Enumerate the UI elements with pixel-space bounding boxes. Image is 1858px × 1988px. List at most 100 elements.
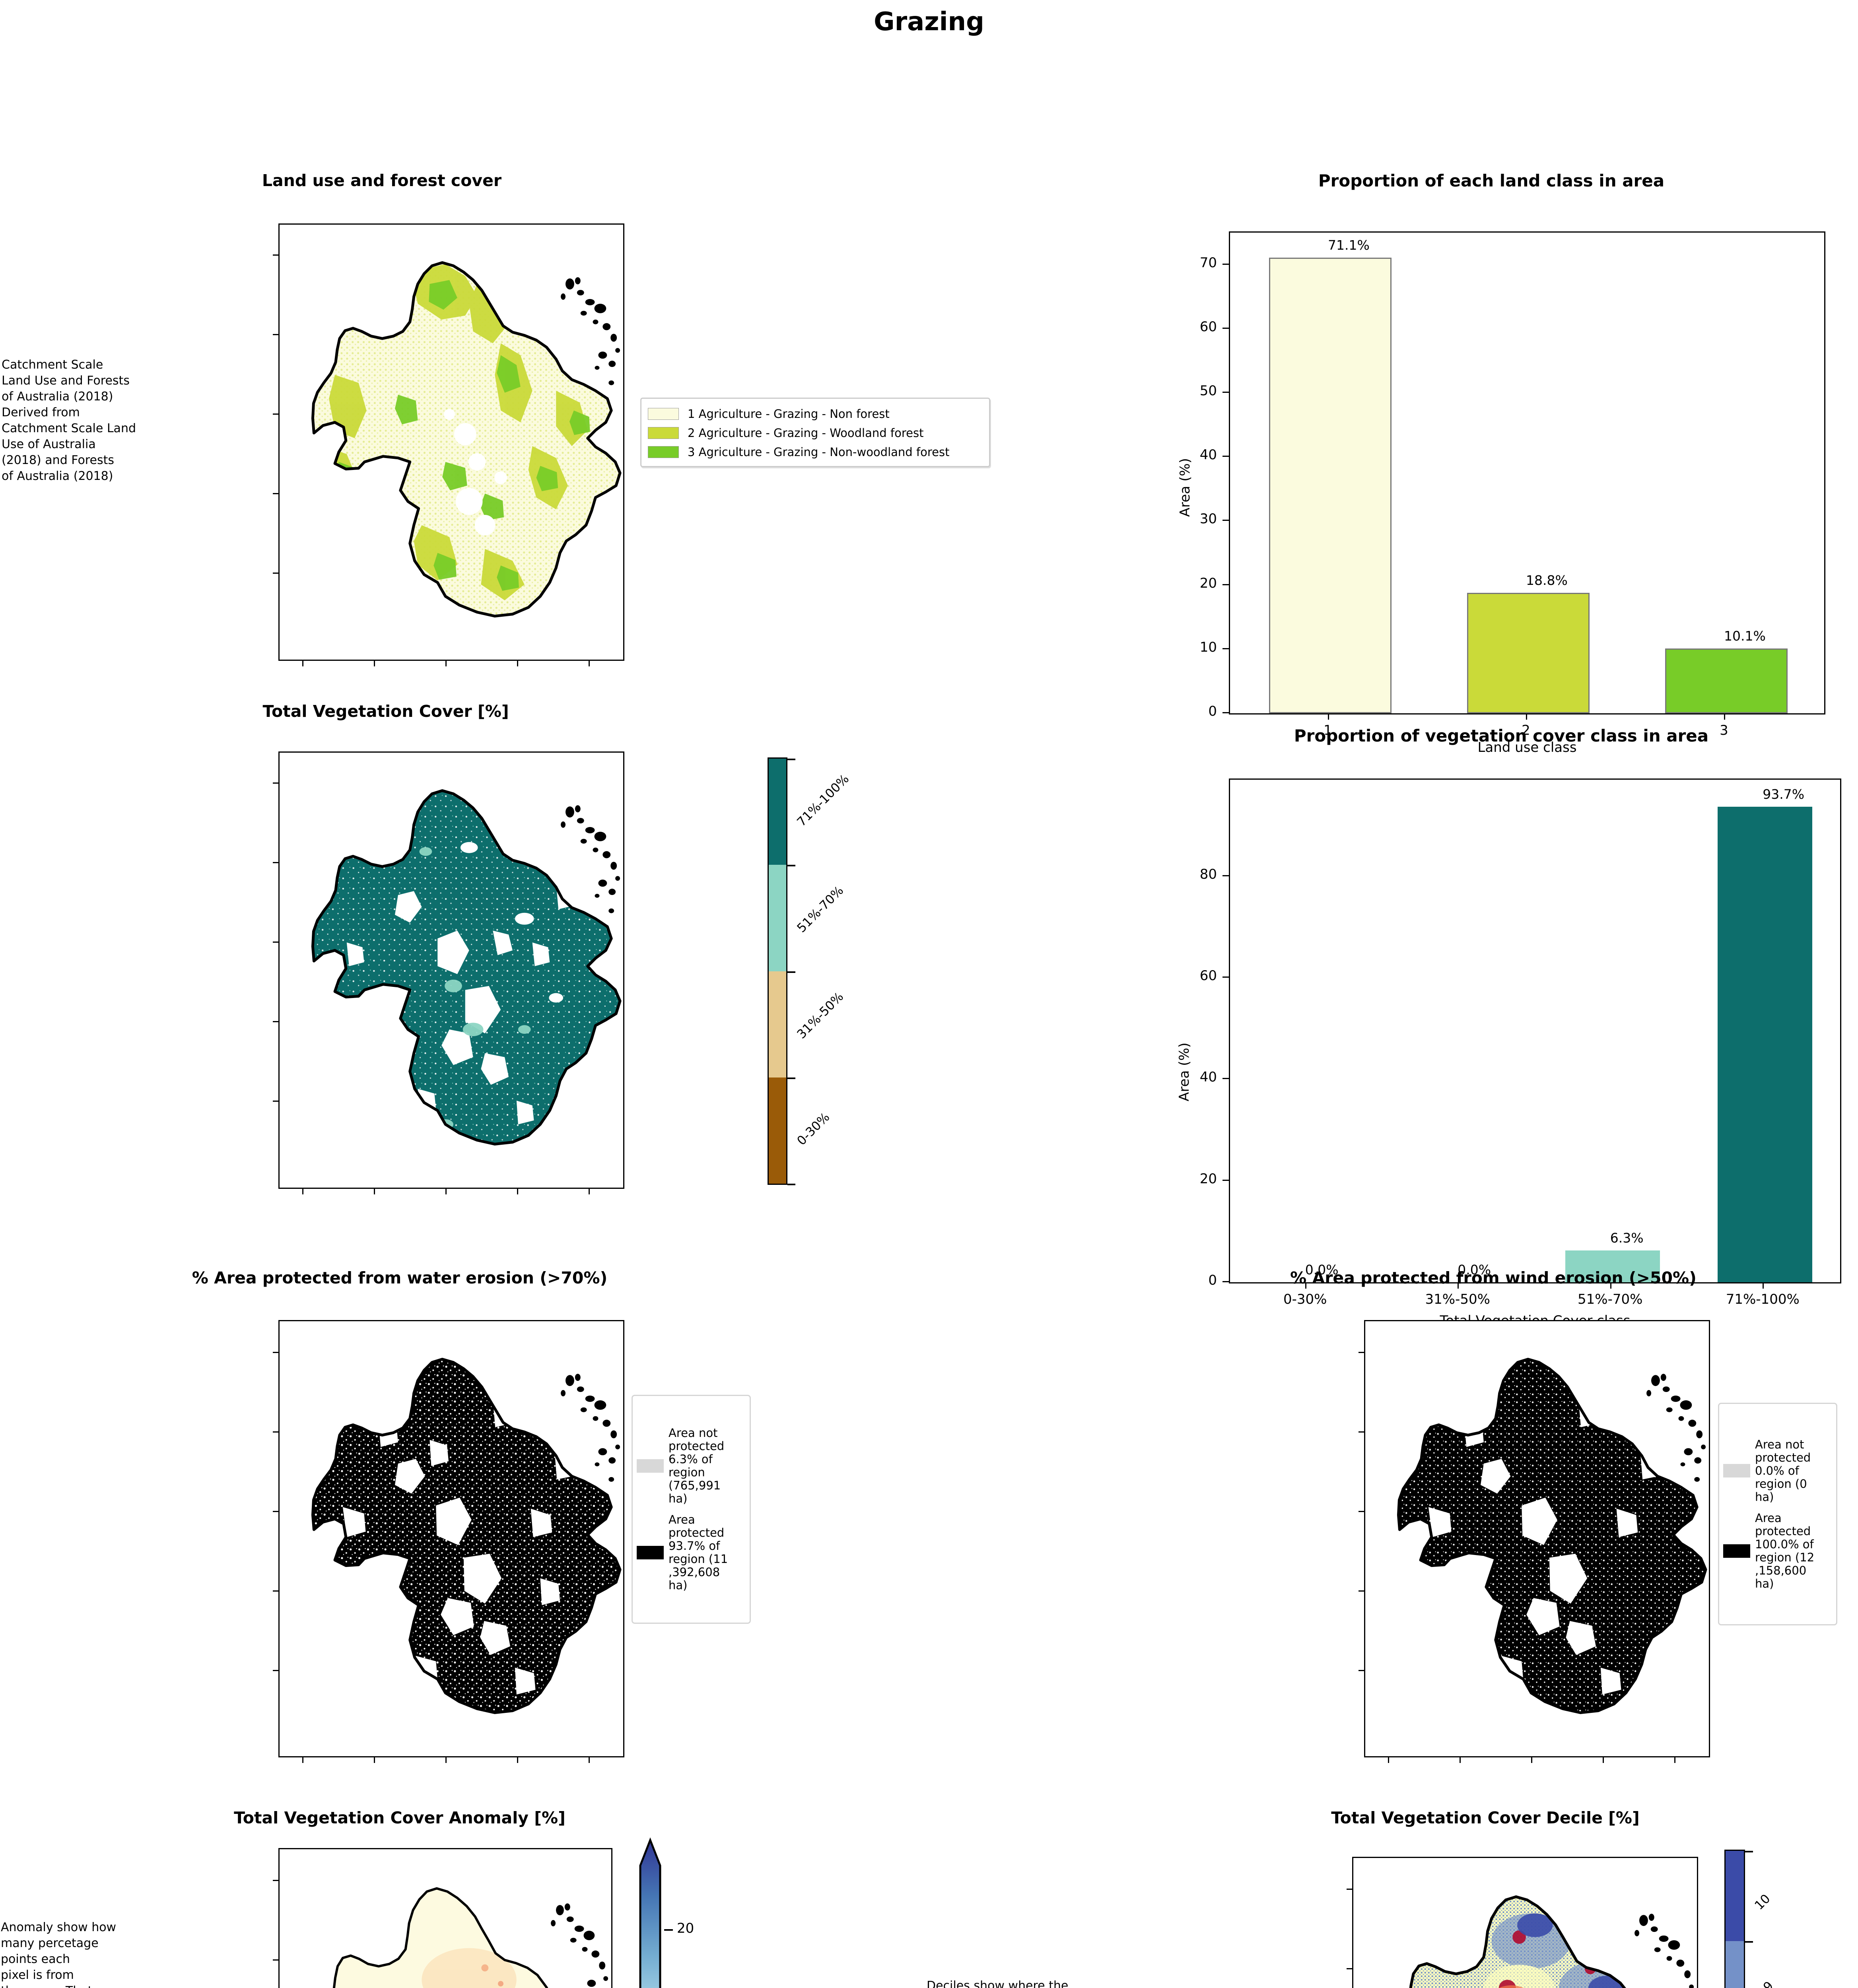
bar-2[interactable] bbox=[1467, 592, 1590, 713]
land-use-map[interactable] bbox=[278, 223, 624, 661]
cbar-label: 51%-70% bbox=[794, 883, 847, 936]
bar-71%-100%[interactable] bbox=[1718, 806, 1813, 1282]
y-tick bbox=[1222, 456, 1229, 457]
bar-value-label: 18.8% bbox=[1526, 572, 1568, 588]
decile-map[interactable] bbox=[1352, 1857, 1698, 1988]
x-tick bbox=[1526, 713, 1527, 720]
x-tick bbox=[1328, 713, 1329, 720]
veg-cover-map-svg bbox=[311, 789, 622, 1146]
cbar-segment bbox=[1726, 1941, 1744, 1988]
cbar-segment bbox=[769, 1077, 786, 1184]
x-tick-label: 71%-100% bbox=[1726, 1291, 1800, 1307]
legend-swatch-2 bbox=[648, 427, 679, 439]
land-use-raster bbox=[313, 262, 620, 616]
veg-cover-map[interactable] bbox=[278, 751, 624, 1189]
y-tick-label: 40 bbox=[1199, 1069, 1217, 1085]
anomaly-map-svg bbox=[311, 1887, 609, 1988]
map-tick bbox=[374, 661, 375, 666]
legend-item-not-protected: Area not protected 6.3% of region (765,9… bbox=[637, 1427, 746, 1505]
anomaly-cbar-label-20: 20 bbox=[677, 1920, 694, 1936]
cbar-label: 0-30% bbox=[794, 1110, 833, 1148]
land-use-panel-title: Land use and forest cover bbox=[262, 171, 502, 190]
legend-swatch-3 bbox=[648, 446, 679, 458]
land-class-plot-area bbox=[1229, 231, 1825, 714]
anomaly-panel-title: Total Vegetation Cover Anomaly [%] bbox=[234, 1808, 566, 1827]
legend-swatch-protected bbox=[637, 1546, 664, 1559]
veg-cover-colorbar[interactable] bbox=[768, 757, 787, 1185]
legend-label-not-protected: Area not protected 6.3% of region (765,9… bbox=[669, 1426, 725, 1505]
legend-item-protected: Area protected 100.0% of region (12 ,158… bbox=[1723, 1511, 1832, 1590]
bar-51%-70%[interactable] bbox=[1565, 1250, 1660, 1282]
y-tick-label: 30 bbox=[1199, 511, 1217, 527]
anomaly-map[interactable] bbox=[278, 1848, 612, 1988]
y-tick bbox=[1222, 1281, 1229, 1282]
y-tick-label: 10 bbox=[1199, 639, 1217, 655]
cbar-tick bbox=[787, 1184, 795, 1185]
x-tick-label: 51%-70% bbox=[1578, 1291, 1643, 1307]
y-tick-label: 0 bbox=[1208, 1272, 1217, 1288]
bar-3[interactable] bbox=[1665, 648, 1788, 713]
map-tick bbox=[302, 661, 303, 666]
y-tick-label: 80 bbox=[1199, 866, 1217, 882]
bar-value-label: 0.0% bbox=[1458, 1262, 1491, 1277]
y-tick-label: 60 bbox=[1199, 318, 1217, 335]
cbar-segment bbox=[769, 759, 786, 865]
map-tick bbox=[273, 334, 278, 335]
legend-item-1: 1 Agriculture - Grazing - Non forest bbox=[648, 404, 983, 423]
cbar-tick bbox=[787, 865, 795, 867]
legend-label-1: 1 Agriculture - Grazing - Non forest bbox=[688, 407, 890, 421]
y-tick-label: 70 bbox=[1199, 254, 1217, 271]
decile-note: Deciles show where the pixel value lies … bbox=[927, 1979, 1069, 1988]
cbar-label: 10 bbox=[1752, 1891, 1773, 1913]
land-use-source-note: Catchment Scale Land Use and Forests of … bbox=[2, 358, 136, 483]
map-tick bbox=[517, 661, 518, 666]
cbar-label: 8-9 bbox=[1752, 1978, 1776, 1988]
legend-swatch-not-protected bbox=[1723, 1464, 1750, 1477]
wind-erosion-panel-title: % Area protected from wind erosion (>50%… bbox=[1290, 1268, 1697, 1287]
x-tick-label: 31%-50% bbox=[1425, 1291, 1490, 1307]
y-tick bbox=[1222, 1179, 1229, 1181]
y-tick-label: 20 bbox=[1199, 575, 1217, 591]
map-tick bbox=[273, 414, 278, 415]
land-class-chart: Proportion of each land class in area Ar… bbox=[1153, 159, 1829, 755]
water-erosion-panel-title: % Area protected from water erosion (>70… bbox=[192, 1268, 608, 1287]
cbar-label: 31%-50% bbox=[794, 990, 847, 1042]
decile-colorbar[interactable] bbox=[1724, 1850, 1745, 1988]
legend-item-not-protected: Area not protected 0.0% of region (0 ha) bbox=[1723, 1438, 1832, 1504]
land-use-map-svg bbox=[311, 261, 622, 618]
water-erosion-map[interactable] bbox=[278, 1320, 624, 1757]
decile-map-svg bbox=[1386, 1895, 1694, 1988]
bar-1[interactable] bbox=[1269, 257, 1392, 713]
wind-erosion-map[interactable] bbox=[1364, 1320, 1710, 1757]
y-tick bbox=[1222, 976, 1229, 978]
veg-class-chart-title: Proportion of vegetation cover class in … bbox=[1294, 726, 1709, 746]
cbar-tick bbox=[1745, 1941, 1753, 1943]
y-tick bbox=[1222, 712, 1229, 713]
legend-label-not-protected: Area not protected 0.0% of region (0 ha) bbox=[1755, 1437, 1811, 1504]
y-tick bbox=[1222, 875, 1229, 876]
y-tick bbox=[1222, 392, 1229, 393]
y-tick-label: 0 bbox=[1208, 703, 1217, 719]
y-tick bbox=[1222, 327, 1229, 329]
legend-label-protected: Area protected 93.7% of region (11 ,392,… bbox=[669, 1513, 728, 1592]
anomaly-colorbar[interactable] bbox=[636, 1837, 664, 1988]
x-tick-label: 0-30% bbox=[1283, 1291, 1327, 1307]
legend-item-2: 2 Agriculture - Grazing - Woodland fores… bbox=[648, 423, 983, 443]
water-erosion-legend[interactable]: Area not protected 6.3% of region (765,9… bbox=[632, 1395, 751, 1624]
water-erosion-map-svg bbox=[311, 1357, 622, 1714]
legend-swatch-not-protected bbox=[637, 1459, 664, 1473]
cbar-tick bbox=[1745, 1851, 1753, 1852]
land-class-xlabel: Land use class bbox=[1477, 740, 1577, 755]
y-tick bbox=[1222, 1078, 1229, 1079]
legend-item-protected: Area protected 93.7% of region (11 ,392,… bbox=[637, 1513, 746, 1592]
map-tick bbox=[273, 254, 278, 256]
y-tick bbox=[1222, 584, 1229, 585]
veg-class-chart: Proportion of vegetation cover class in … bbox=[1153, 726, 1849, 1329]
land-class-ylabel: Area (%) bbox=[1177, 458, 1193, 517]
land-use-legend[interactable]: 1 Agriculture - Grazing - Non forest 2 A… bbox=[640, 398, 990, 467]
bar-value-label: 6.3% bbox=[1610, 1230, 1644, 1246]
cbar-tick bbox=[787, 971, 795, 973]
wind-erosion-legend[interactable]: Area not protected 0.0% of region (0 ha)… bbox=[1718, 1403, 1837, 1625]
legend-label-2: 2 Agriculture - Grazing - Woodland fores… bbox=[688, 426, 924, 440]
wind-erosion-map-svg bbox=[1397, 1357, 1707, 1714]
